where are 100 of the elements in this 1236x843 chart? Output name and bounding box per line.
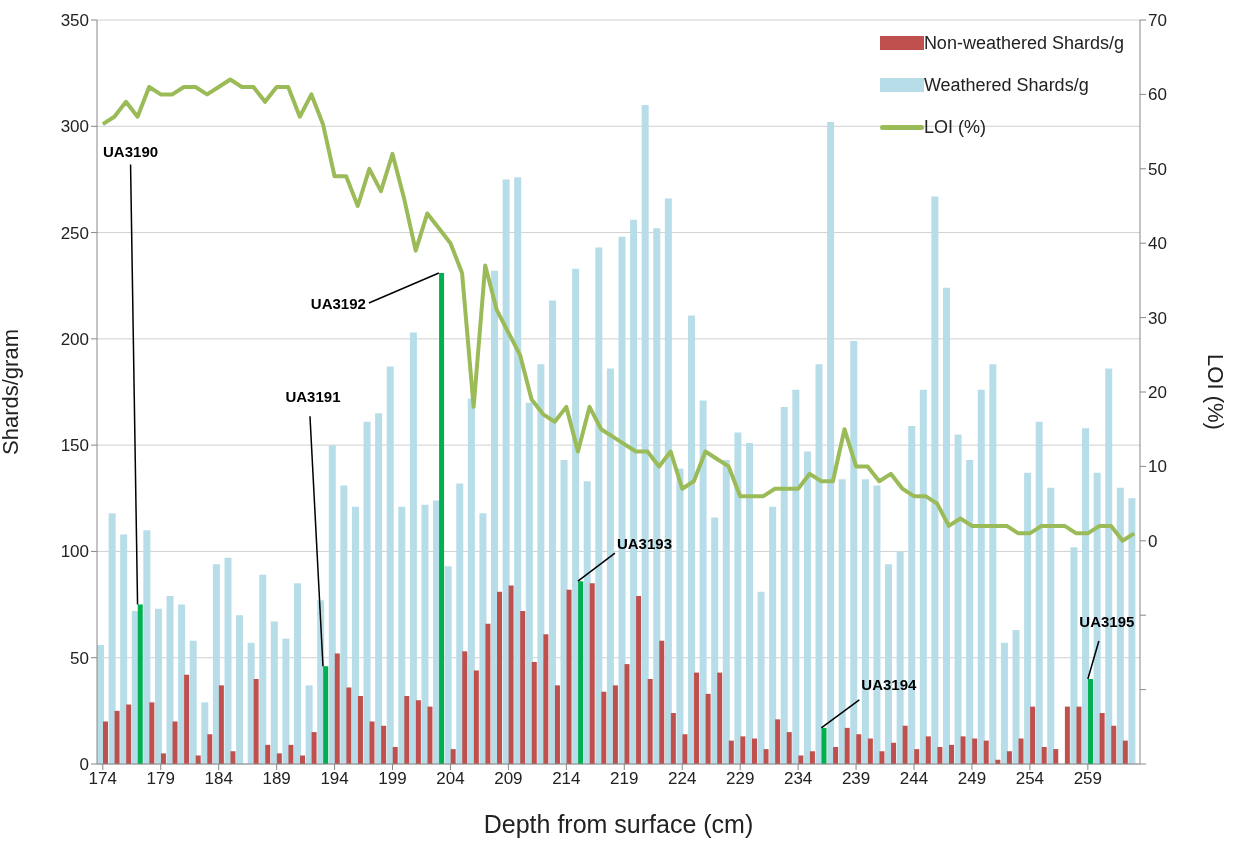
bar [954,434,962,764]
legend-label: LOI (%) [923,116,986,139]
bar [300,755,306,764]
bar [948,744,954,764]
bar [606,368,614,764]
bar [421,504,429,764]
bar [218,685,224,764]
bar [838,479,846,764]
y-axis-title: Shards/gram [0,329,23,455]
bar [682,734,688,764]
bar [386,366,394,764]
x-tick-label: 199 [378,769,407,789]
bar [154,608,162,764]
bar [612,685,618,764]
bar [259,574,267,764]
bar [809,751,815,764]
bar [902,725,908,764]
bar [659,640,665,764]
bar [792,389,800,764]
bar [531,661,537,764]
bar [1076,706,1082,764]
bar [711,517,719,764]
y-tick-label: 0 [79,755,89,775]
bar [1111,725,1117,764]
bar [740,736,746,764]
bar [1000,642,1008,764]
bar [548,300,556,764]
bar [803,451,811,764]
x-tick-label: 209 [494,769,523,789]
bar [427,706,433,764]
bar [467,398,475,764]
bar [763,749,769,764]
bar [989,364,997,764]
y2-axis-title: LOI (%) [1203,354,1229,430]
bar [1030,706,1036,764]
bar [972,738,978,764]
y-tick-label: 350 [60,11,89,31]
bar [856,734,862,764]
bar [346,687,352,764]
bar [769,506,777,764]
bar [694,672,700,764]
bar [867,738,873,764]
bar [323,666,329,764]
bar [456,483,464,764]
annotation: UA3193 [616,535,672,553]
bar [827,122,835,764]
bar [1122,740,1128,764]
bar [276,753,282,764]
bar [409,332,417,764]
bar [601,691,607,764]
y2-tick-label: 20 [1148,383,1167,403]
bar [543,634,549,764]
bar [230,751,236,764]
y-tick-label: 50 [70,648,89,668]
bar [178,604,186,764]
bar [305,685,313,764]
x-tick-label: 194 [320,769,349,789]
bar [334,653,340,764]
bar [775,719,781,764]
bar [1041,746,1047,764]
bar [502,179,510,764]
bar [1006,751,1012,764]
y-tick-label: 300 [60,117,89,137]
legend-label: Non-weathered Shards/g [923,32,1124,55]
bar [108,513,116,764]
bar [369,721,375,764]
annotation: UA3190 [103,142,159,160]
bar [786,732,792,764]
bar [514,177,522,764]
x-tick-label: 234 [783,769,813,789]
y2-tick-label: 60 [1148,85,1167,105]
bar [578,581,584,764]
bar [212,564,220,764]
bar [624,664,630,764]
bar [734,432,742,764]
bar [450,749,456,764]
bar [560,460,568,764]
y-tick-label: 150 [60,436,89,456]
x-tick-label: 214 [552,769,581,789]
bar [207,734,213,764]
bar [676,468,684,764]
y2-tick-label: 0 [1148,531,1158,551]
bar [589,583,595,764]
bar [1035,421,1043,764]
bar [942,287,950,764]
bar [780,406,788,764]
bar [439,272,445,764]
annotation: UA3194 [861,675,917,693]
bar [1099,712,1105,764]
x-tick-label: 239 [841,769,871,789]
bar [717,672,723,764]
bar [357,695,363,764]
bar [103,721,108,764]
bar [879,751,885,764]
legend-label: Weathered Shards/g [923,74,1089,97]
bar [977,389,985,764]
bar [919,389,927,764]
bar [798,755,804,764]
bar [404,695,410,764]
annotation: UA3191 [285,388,341,406]
